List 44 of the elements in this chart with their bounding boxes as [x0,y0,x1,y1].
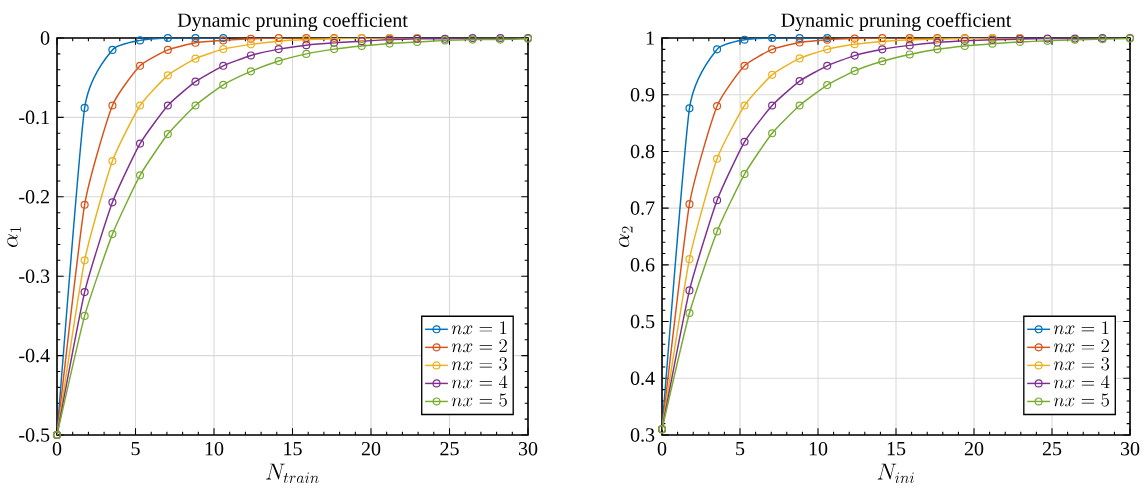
legend-label: $nx = 5$ [451,393,507,407]
x-tick-label: 25 [440,441,459,456]
x-tick-label: 15 [284,441,302,456]
y-tick-label: 1 [646,31,654,45]
legend-label: $nx = 1$ [1053,321,1109,335]
y-tick-label: 0 [40,31,50,45]
y-tick-label: 0.4 [630,371,655,386]
legend-label: $nx = 2$ [451,339,507,353]
y-tick-label: -0.3 [19,269,50,283]
chart-title: Dynamic pruning coefficient [177,12,408,32]
x-tick-label: 5 [736,441,745,456]
x-tick-label: 5 [131,441,140,456]
legend-label: $nx = 5$ [1053,393,1109,407]
y-tick-label: -0.1 [19,110,49,125]
chart-title: Dynamic pruning coefficient [781,12,1012,32]
y-axis-title: $\alpha_{2}$ [618,226,633,248]
y-tick-label: -0.4 [19,348,50,363]
legend-label: $nx = 1$ [451,321,507,335]
y-tick-label: 0.3 [630,428,655,442]
legend-label: $nx = 4$ [451,375,508,389]
y-tick-label: 0.5 [630,314,655,329]
legend-label: $nx = 4$ [1053,375,1110,389]
y-tick-label: 0.9 [630,87,655,102]
x-tick-label: 30 [1120,441,1140,456]
legend-label: $nx = 3$ [1053,357,1110,371]
x-tick-label: 25 [1042,441,1062,456]
legend-label: $nx = 2$ [1053,339,1109,353]
x-tick-label: 15 [887,441,906,456]
y-tick-label: 0.8 [630,144,655,159]
y-tick-label: -0.2 [19,190,49,204]
y-tick-label: 0.6 [630,258,655,272]
x-tick-label: 30 [518,441,538,456]
y-tick-label: -0.5 [19,428,50,442]
y-axis-title: $\alpha_{1}$ [7,227,21,248]
x-tick-label: 10 [809,441,828,456]
x-tick-label: 10 [205,441,224,456]
x-tick-label: 20 [361,441,381,456]
x-tick-label: 0 [657,441,667,456]
x-tick-label: 0 [52,441,62,456]
x-tick-label: 20 [964,441,984,456]
x-axis-title: $N_{train}$ [266,463,319,484]
y-tick-label: 0.7 [630,201,655,215]
legend-label: $nx = 3$ [451,357,508,371]
x-axis-title: $N_{ini}$ [877,463,914,484]
